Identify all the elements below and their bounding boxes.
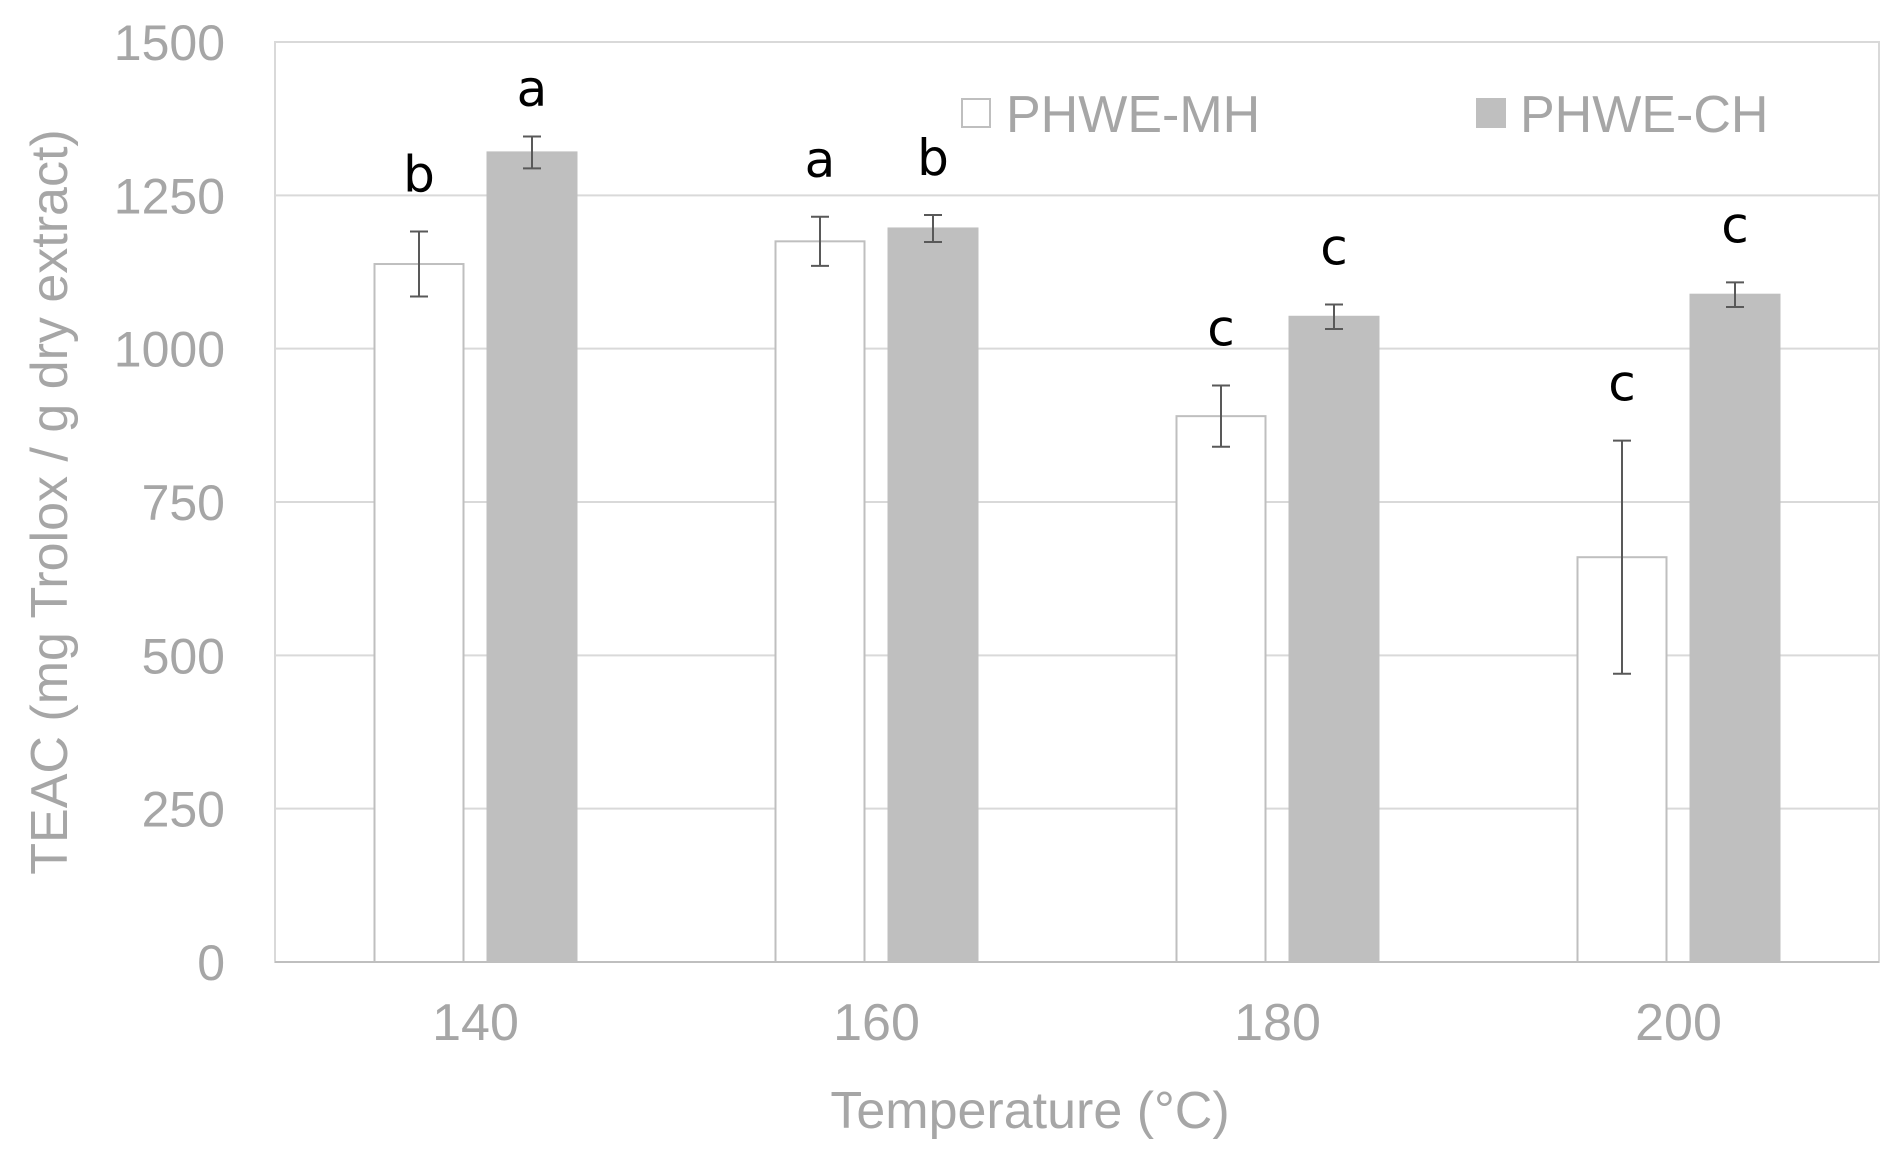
legend-swatch-phwe-ch bbox=[1476, 98, 1506, 128]
bar-phwe-ch-180 bbox=[1288, 315, 1380, 964]
y-tick-label-0: 0 bbox=[197, 935, 225, 991]
error-bars bbox=[410, 135, 1744, 675]
legend-swatch-phwe-mh bbox=[961, 98, 991, 128]
error-bar-phwe-mh-200 bbox=[1613, 439, 1631, 675]
error-bar-phwe-mh-140 bbox=[410, 230, 428, 298]
legend: PHWE-MH PHWE-CH bbox=[961, 86, 1768, 144]
bar-phwe-mh-180 bbox=[1175, 415, 1267, 963]
bar-phwe-ch-200 bbox=[1689, 293, 1781, 963]
error-bar-phwe-ch-160 bbox=[924, 213, 942, 243]
y-tick-label-1500: 1500 bbox=[114, 15, 225, 71]
significance-letter-phwe-ch-140: a bbox=[517, 60, 548, 118]
bar-phwe-ch-140 bbox=[486, 151, 578, 963]
bar-phwe-mh-160 bbox=[774, 240, 866, 964]
error-bar-phwe-mh-180 bbox=[1212, 384, 1230, 448]
x-tick-label-180: 180 bbox=[1234, 994, 1321, 1052]
error-bar-phwe-mh-160 bbox=[811, 215, 829, 267]
y-tick-label-750: 750 bbox=[142, 475, 225, 531]
y-axis-label: TEAC (mg Trolox / g dry extract) bbox=[21, 129, 79, 875]
y-axis-ticks: 0 250 500 750 1000 1250 1500 bbox=[114, 15, 225, 991]
significance-letter-phwe-mh-160: a bbox=[805, 131, 836, 189]
x-axis-ticks: 140 160 180 200 bbox=[432, 994, 1722, 1052]
error-bar-phwe-ch-200 bbox=[1726, 281, 1744, 308]
legend-label-phwe-ch: PHWE-CH bbox=[1520, 86, 1768, 144]
y-tick-label-500: 500 bbox=[142, 628, 225, 684]
significance-letter-phwe-mh-200: c bbox=[1608, 355, 1636, 413]
significance-letter-phwe-mh-140: b bbox=[403, 146, 435, 204]
bar-phwe-ch-160 bbox=[887, 227, 979, 964]
legend-label-phwe-mh: PHWE-MH bbox=[1006, 86, 1260, 144]
x-tick-label-140: 140 bbox=[432, 994, 519, 1052]
error-bar-phwe-ch-180 bbox=[1325, 303, 1343, 331]
significance-letter-phwe-ch-200: c bbox=[1721, 196, 1749, 254]
significance-letter-phwe-ch-180: c bbox=[1320, 219, 1348, 277]
x-axis-label: Temperature (°C) bbox=[830, 1082, 1229, 1140]
y-tick-label-1250: 1250 bbox=[114, 168, 225, 224]
y-tick-label-1000: 1000 bbox=[114, 322, 225, 378]
error-bar-phwe-ch-140 bbox=[523, 135, 541, 170]
significance-letters: b a a b c c c c bbox=[403, 60, 1749, 413]
bars bbox=[373, 151, 1781, 964]
significance-letter-phwe-mh-180: c bbox=[1207, 299, 1235, 357]
x-tick-label-200: 200 bbox=[1635, 994, 1722, 1052]
significance-letter-phwe-ch-160: b bbox=[917, 129, 949, 187]
bar-phwe-mh-140 bbox=[373, 263, 465, 963]
y-tick-label-250: 250 bbox=[142, 782, 225, 838]
x-tick-label-160: 160 bbox=[833, 994, 920, 1052]
